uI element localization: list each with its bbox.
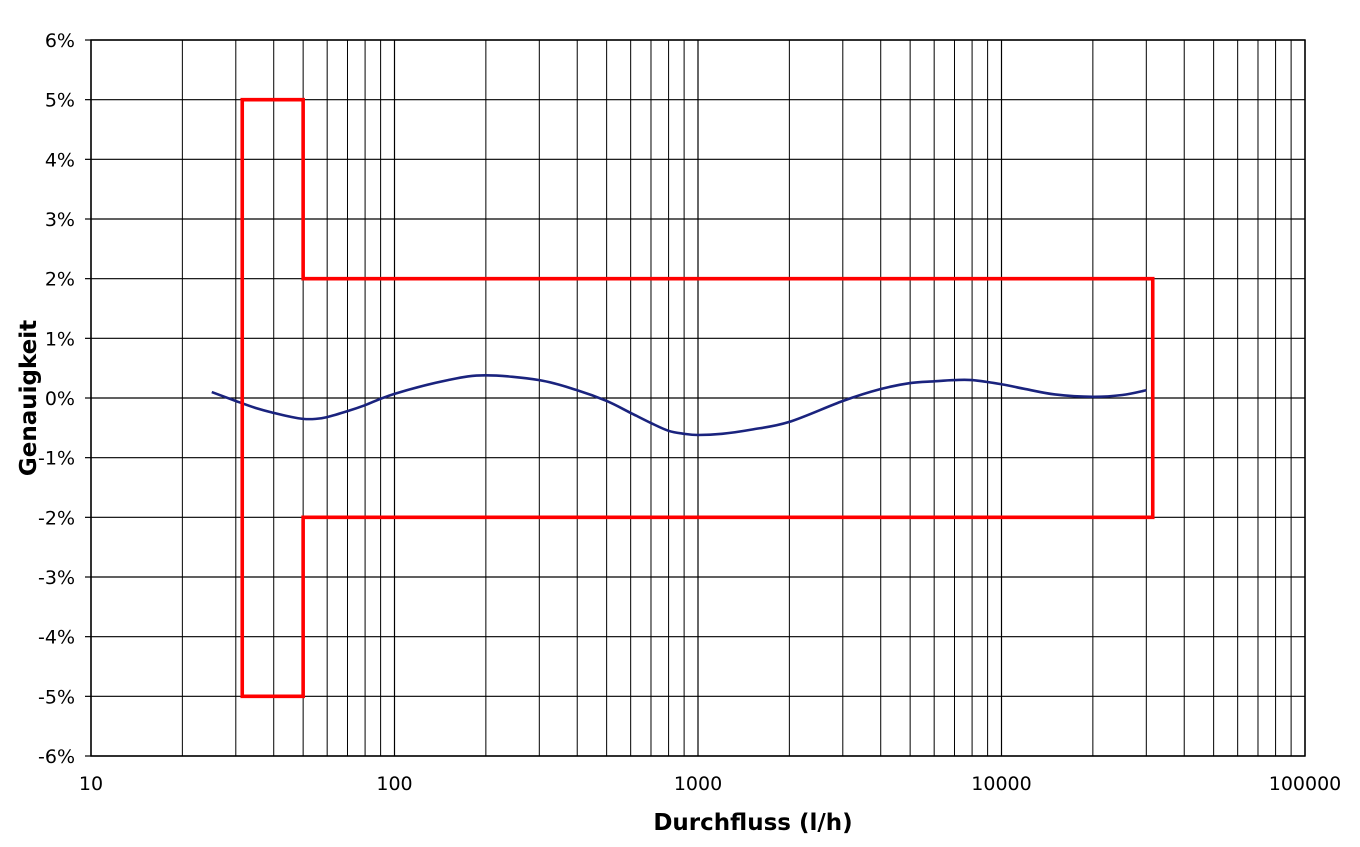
y-tick-label: -5% bbox=[38, 686, 75, 708]
y-tick-label: -1% bbox=[38, 448, 75, 470]
y-axis-tick-labels: 6% 5% 4% 3% 2% 1% 0% -1% -2% -3% -4% -5% -6% bbox=[38, 30, 75, 768]
x-tick-label: 10000 bbox=[971, 773, 1031, 795]
y-tick-label: 2% bbox=[45, 269, 75, 291]
y-tick-label: -2% bbox=[38, 507, 75, 529]
y-tick-label: 1% bbox=[45, 328, 75, 350]
measured-accuracy-curve bbox=[211, 374, 1147, 437]
y-tick-label: 0% bbox=[45, 388, 75, 410]
series-layer bbox=[211, 97, 1155, 699]
y-tick-label: -3% bbox=[38, 567, 75, 589]
plot-area-border bbox=[90, 39, 1306, 757]
y-axis-title: Genauigkeit bbox=[16, 320, 42, 476]
y-tick-label: 5% bbox=[45, 90, 75, 112]
lower-tolerance-limit bbox=[240, 398, 1155, 699]
y-tick-label: -4% bbox=[38, 627, 75, 649]
y-tick-label: 4% bbox=[45, 149, 75, 171]
x-axis-tick-labels: 10 100 1000 10000 100000 bbox=[79, 773, 1341, 795]
x-tick-label: 1000 bbox=[674, 773, 722, 795]
major-gridlines bbox=[85, 39, 1306, 757]
upper-tolerance-limit bbox=[240, 97, 1155, 398]
x-tick-label: 100000 bbox=[1269, 773, 1342, 795]
y-tick-label: -6% bbox=[38, 746, 75, 768]
x-axis-title: Durchfluss (l/h) bbox=[653, 810, 852, 836]
x-tick-label: 10 bbox=[79, 773, 103, 795]
y-tick-label: 6% bbox=[45, 30, 75, 52]
y-tick-label: 3% bbox=[45, 209, 75, 231]
x-tick-label: 100 bbox=[376, 773, 412, 795]
